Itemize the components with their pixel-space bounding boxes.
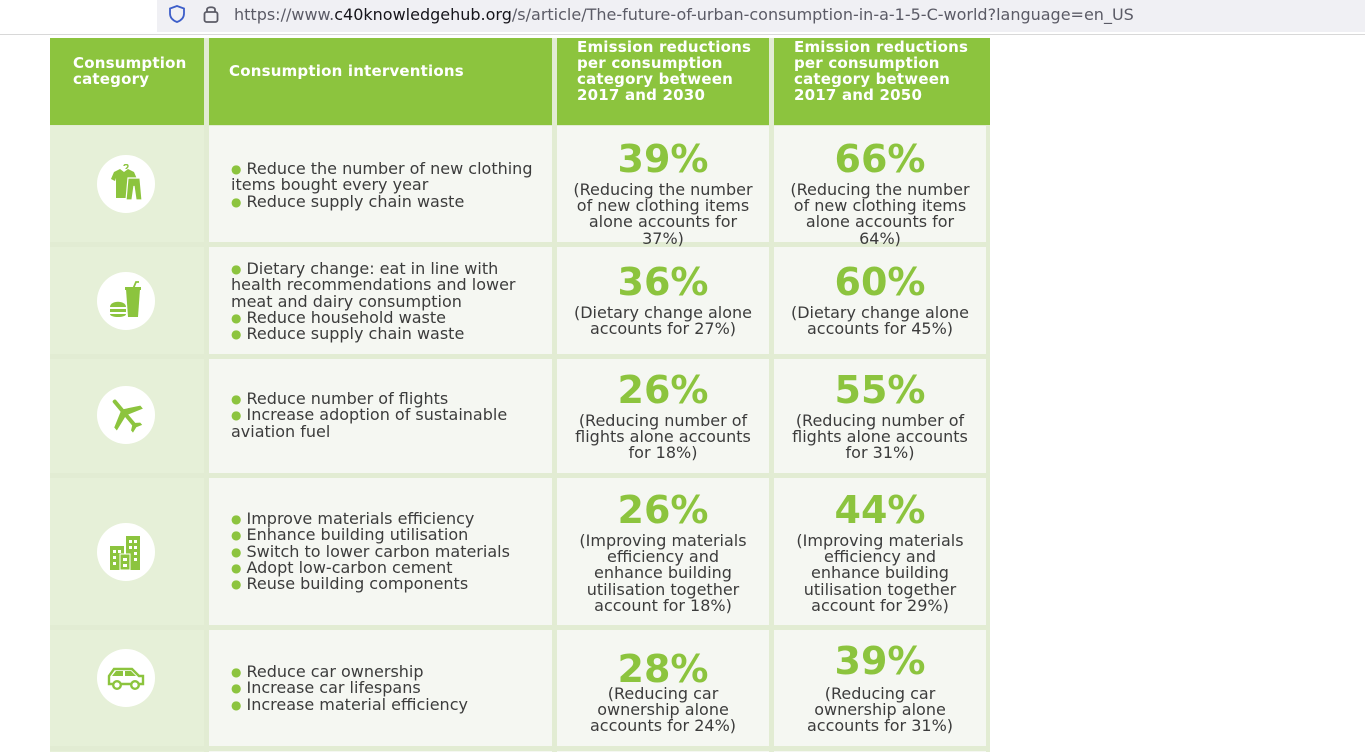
intervention-item: ● Increase material efficiency	[231, 694, 468, 714]
reduction-2050-cell-buildings: 44% (Improving materials efficiency and …	[774, 478, 986, 625]
category-icon-circle	[97, 649, 155, 707]
airplane-icon	[112, 399, 143, 433]
header-reduction-2050-label: Emission reductions per consumption cate…	[794, 38, 969, 104]
reduction-percent: 26%	[617, 488, 709, 532]
reduction-note: (Reducing car ownership alone accounts f…	[806, 684, 954, 736]
reduction-percent: 26%	[617, 368, 709, 412]
interventions-cell-clothing: ● Reduce the number of new clothing items…	[209, 126, 552, 242]
interventions-cell-aviation: ● Reduce number of flights ● Increase adop…	[209, 359, 552, 473]
intervention-item: ● Reduce household waste	[231, 307, 446, 327]
category-icon-circle	[97, 523, 155, 581]
reduction-2030-cell-aviation: 26% (Reducing number of flights alone ac…	[557, 359, 769, 473]
reduction-percent: 44%	[834, 488, 926, 532]
reduction-2050-cell-aviation: 55% (Reducing number of flights alone ac…	[774, 359, 986, 473]
reduction-note: (Improving materials efficiency and enha…	[796, 531, 964, 615]
clothing-icon	[111, 164, 143, 201]
interventions-cell-car: ● Reduce car ownership ● Increase car life…	[209, 630, 552, 746]
reduction-2050-cell-car: 39% (Reducing car ownership alone accoun…	[774, 630, 986, 746]
interventions-cell-food: ● Dietary change: eat in line with health…	[209, 247, 552, 354]
category-cell-car	[50, 630, 204, 746]
intervention-list: ● Reduce the number of new clothing items…	[231, 159, 544, 211]
lock-icon[interactable]	[202, 3, 220, 25]
reduction-note: (Dietary change alone accounts for 27%)	[573, 303, 753, 339]
intervention-item: ● Switch to lower carbon materials	[231, 541, 510, 561]
intervention-item: ● Adopt low-carbon cement	[231, 557, 453, 577]
intervention-list: ● Improve materials efficiency ● Enhance b…	[231, 509, 544, 594]
header-interventions-label: Consumption interventions	[229, 62, 464, 80]
food-drink-icon	[110, 281, 141, 317]
tracking-protection-shield-icon[interactable]	[167, 4, 187, 24]
address-bar[interactable]	[157, 0, 1365, 32]
interventions-cell-buildings: ● Improve materials efficiency ● Enhance b…	[209, 478, 552, 625]
url-path: /s/article/The-future-of-urban-consumpti…	[511, 5, 1134, 24]
intervention-item: ● Reduce car ownership	[231, 662, 424, 681]
intervention-item: ● Reduce the number of new clothing items…	[231, 159, 533, 195]
category-icon-circle	[97, 272, 155, 330]
reduction-note: (Reducing the number of new clothing ite…	[573, 180, 753, 248]
reduction-2030-cell-car: 28% (Reducing car ownership alone accoun…	[557, 630, 769, 746]
header-reduction-2030-label: Emission reductions per consumption cate…	[577, 38, 752, 104]
url-host: c40knowledgehub.org	[334, 5, 512, 24]
emission-reduction-table: Consumption category Consumption interve…	[50, 38, 990, 752]
buildings-icon	[110, 536, 140, 571]
header-category-label: Consumption category	[73, 54, 187, 88]
intervention-list: ● Reduce number of flights ● Increase adop…	[231, 389, 544, 441]
reduction-2030-cell-buildings: 26% (Improving materials efficiency and …	[557, 478, 769, 625]
reduction-percent: 60%	[834, 260, 926, 304]
intervention-item: ● Reduce supply chain waste	[231, 191, 465, 211]
intervention-item: ● Increase car lifespans	[231, 678, 421, 698]
reduction-note: (Improving materials efficiency and enha…	[579, 531, 747, 615]
reduction-2050-cell-food: 60% (Dietary change alone accounts for 4…	[774, 247, 986, 354]
car-icon	[107, 667, 145, 691]
intervention-item: ● Reduce number of flights	[231, 389, 449, 408]
intervention-item: ● Dietary change: eat in line with health…	[231, 259, 516, 311]
category-cell-aviation	[50, 359, 204, 473]
intervention-list: ● Dietary change: eat in line with health…	[231, 259, 544, 344]
category-cell-clothing	[50, 126, 204, 242]
reduction-2030-cell-clothing: 39% (Reducing the number of new clothing…	[557, 126, 769, 246]
intervention-item: ● Improve materials efficiency	[231, 509, 475, 528]
reduction-percent: 55%	[834, 368, 926, 412]
category-icon-circle	[97, 155, 155, 213]
reduction-percent: 39%	[617, 137, 709, 181]
reduction-percent: 28%	[617, 647, 709, 691]
browser-toolbar: https://www.c40knowledgehub.org/s/articl…	[0, 0, 1365, 35]
reduction-note: (Reducing number of flights alone accoun…	[575, 411, 751, 463]
reduction-percent: 36%	[617, 260, 709, 304]
intervention-list: ● Reduce car ownership ● Increase car life…	[231, 662, 544, 714]
header-category: Consumption category	[50, 38, 204, 125]
intervention-item: ● Enhance building utilisation	[231, 525, 469, 545]
reduction-note: (Reducing car ownership alone accounts f…	[589, 684, 737, 736]
url-text[interactable]: https://www.c40knowledgehub.org/s/articl…	[234, 5, 1134, 24]
category-icon-circle	[97, 386, 155, 444]
reduction-percent: 66%	[834, 137, 926, 181]
header-reduction-2050: Emission reductions per consumption cate…	[774, 38, 990, 125]
reduction-note: (Reducing the number of new clothing ite…	[790, 180, 970, 248]
intervention-item: ● Reuse building components	[231, 574, 469, 594]
reduction-percent: 39%	[834, 639, 926, 683]
header-reduction-2030: Emission reductions per consumption cate…	[557, 38, 769, 125]
reduction-2050-cell-clothing: 66% (Reducing the number of new clothing…	[774, 126, 986, 246]
intervention-item: ● Reduce supply chain waste	[231, 324, 465, 344]
reduction-note: (Dietary change alone accounts for 45%)	[790, 303, 970, 339]
url-prefix: https://www.	[234, 5, 335, 24]
category-cell-food	[50, 247, 204, 354]
reduction-2030-cell-food: 36% (Dietary change alone accounts for 2…	[557, 247, 769, 354]
header-interventions: Consumption interventions	[209, 38, 552, 125]
reduction-note: (Reducing number of flights alone accoun…	[792, 411, 968, 463]
category-cell-buildings	[50, 478, 204, 625]
intervention-item: ● Increase adoption of sustainable aviati…	[231, 405, 508, 441]
